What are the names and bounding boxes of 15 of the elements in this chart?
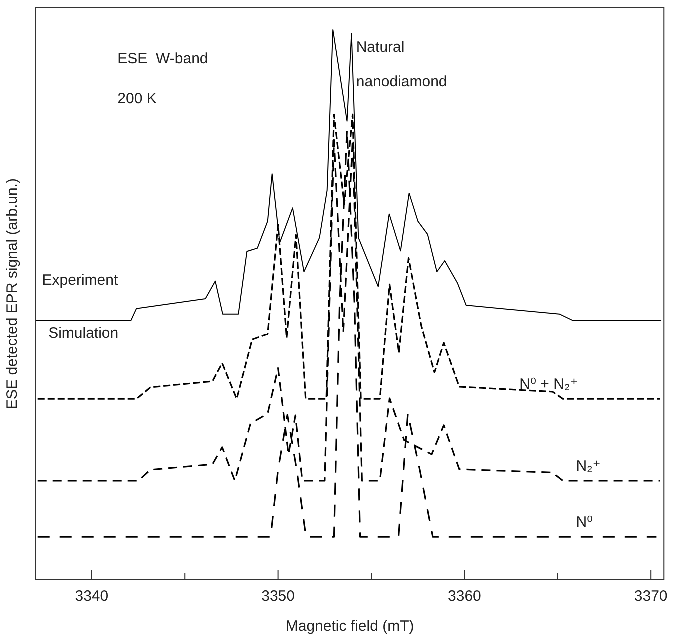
series-label: N₂⁺: [576, 458, 601, 476]
x-tick-label: 3350: [262, 588, 295, 606]
y-axis-title: ESE detected EPR signal (arb.un.): [4, 178, 22, 410]
x-tick-label: 3360: [448, 588, 482, 606]
series-label: Experiment: [42, 272, 119, 290]
annotation: 200 K: [118, 90, 157, 108]
series-label: N⁰ + N₂⁺: [520, 376, 578, 394]
x-tick-label: 3370: [634, 588, 668, 606]
annotation: ESE W-band: [118, 50, 208, 68]
annotation: nanodiamond: [356, 74, 448, 90]
x-tick-label: 3340: [75, 588, 109, 606]
series-label: N⁰: [576, 514, 594, 532]
x-axis-title: Magnetic field (mT): [286, 618, 414, 636]
annotation: Natural: [356, 39, 405, 56]
annotation: Simulation: [48, 325, 119, 342]
